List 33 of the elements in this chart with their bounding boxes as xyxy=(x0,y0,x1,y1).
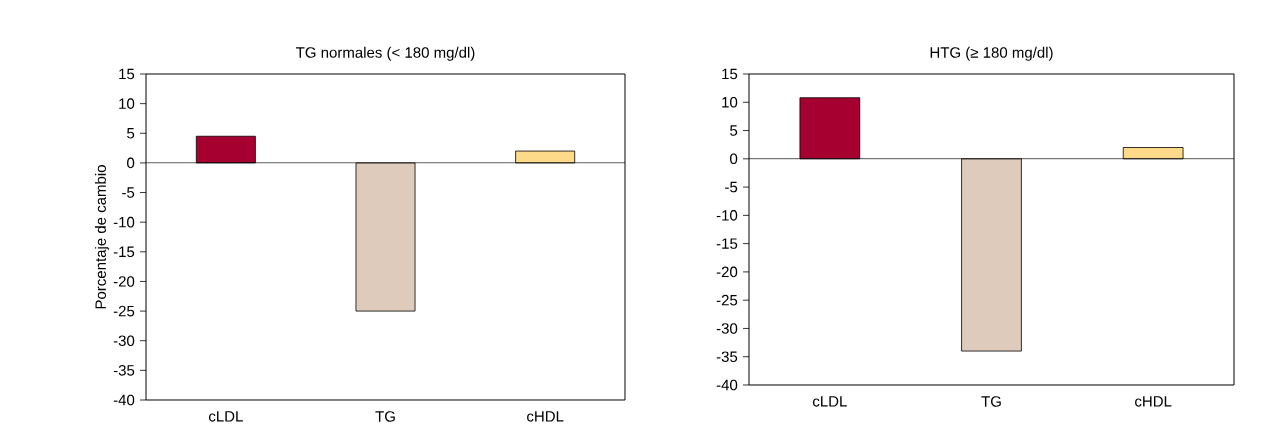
y-axis-title: Porcentaje de cambio xyxy=(94,165,109,309)
y-tick-label: 0 xyxy=(127,157,135,169)
y-tick-label: -35 xyxy=(716,351,738,363)
y-tick-label: -10 xyxy=(716,210,738,221)
y-tick-label: -35 xyxy=(113,365,135,376)
y-tick-label: 15 xyxy=(722,68,738,80)
y-tick-label: 10 xyxy=(722,96,738,108)
chart-title: TG normales (< 180 mg/dl) xyxy=(296,46,475,61)
y-tick-label: -25 xyxy=(113,305,135,317)
y-tick-label: -15 xyxy=(113,246,135,258)
y-tick-label: -5 xyxy=(122,187,135,198)
y-tick-label: -40 xyxy=(113,394,135,406)
y-tick-label: -15 xyxy=(716,238,738,249)
x-tick-label: cHDL xyxy=(1135,396,1172,407)
y-tick-label: 5 xyxy=(127,128,135,139)
y-tick-label: -20 xyxy=(113,276,135,287)
y-tick-label: -30 xyxy=(716,323,738,334)
x-tick-label: cHDL xyxy=(527,411,564,422)
x-tick-label: cLDL xyxy=(208,411,243,422)
y-tick-label: -25 xyxy=(716,294,738,306)
y-tick-label: -40 xyxy=(716,379,738,391)
y-tick-label: -5 xyxy=(725,181,738,193)
x-tick-label: TG xyxy=(981,396,1001,407)
chart-title: HTG (≥ 180 mg/dl) xyxy=(930,46,1053,61)
x-tick-label: cLDL xyxy=(812,396,847,407)
y-tick-label: -20 xyxy=(716,266,738,278)
y-tick-label: 5 xyxy=(730,125,738,136)
x-tick-label: TG xyxy=(375,411,395,422)
y-tick-label: -10 xyxy=(113,216,135,228)
y-tick-label: 15 xyxy=(119,68,135,80)
y-tick-label: -30 xyxy=(113,335,135,347)
y-tick-label: 10 xyxy=(119,98,135,109)
y-tick-label: 0 xyxy=(730,153,738,165)
